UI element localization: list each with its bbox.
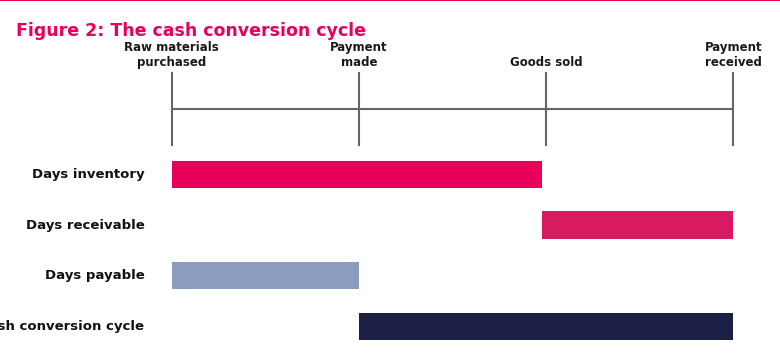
Bar	[172, 160, 542, 188]
Text: Cash conversion cycle: Cash conversion cycle	[0, 320, 144, 333]
Text: Payment
made: Payment made	[330, 41, 388, 69]
Bar	[542, 211, 733, 239]
Text: Goods sold: Goods sold	[509, 56, 583, 69]
Text: Raw materials
purchased: Raw materials purchased	[124, 41, 219, 69]
Bar	[172, 262, 359, 290]
Text: Days payable: Days payable	[44, 269, 144, 282]
Text: Figure 2: The cash conversion cycle: Figure 2: The cash conversion cycle	[16, 22, 366, 40]
Text: Days inventory: Days inventory	[32, 168, 144, 181]
Bar	[359, 313, 733, 340]
Text: Days receivable: Days receivable	[26, 219, 144, 232]
Text: Payment
received: Payment received	[704, 41, 762, 69]
